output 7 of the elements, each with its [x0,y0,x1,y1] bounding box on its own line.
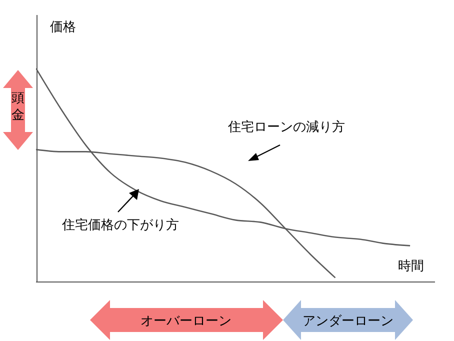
text: 頭金 [12,91,24,123]
text: アンダーローン [302,314,394,329]
annotation: 住宅価格の下がり方 [61,217,179,233]
y-axis-title: 価格 [50,20,76,35]
annotation: 住宅ローンの減り方 [227,119,345,135]
text: オーバーローン [140,314,232,329]
x-axis-title: 時間 [398,259,424,274]
